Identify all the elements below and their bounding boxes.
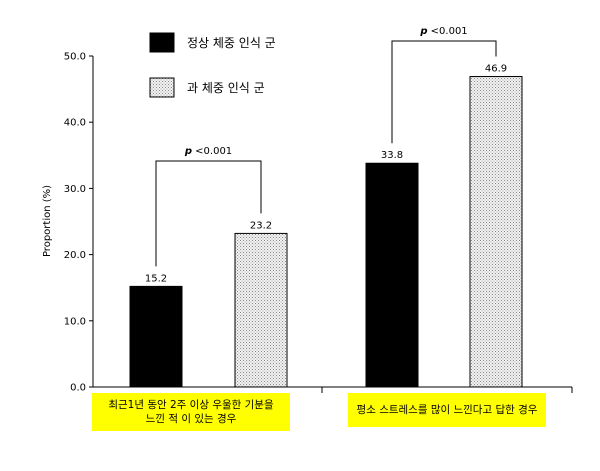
y-axis-label: Proportion (%)	[42, 185, 53, 257]
significance-brackets: p <0.001 p <0.001	[155, 26, 497, 267]
significance-label: p <0.001	[419, 26, 467, 37]
significance-label: p <0.001	[184, 146, 232, 157]
legend-entry: 과 체중 인식 군	[187, 81, 265, 95]
bar-value-label: 15.2	[145, 273, 167, 284]
legend-entry: 정상 체중 인식 군	[187, 36, 276, 50]
y-tick-label: 40.0	[64, 118, 86, 129]
x-category-label-line: 평소 스트레스를 많이 느낀다고 답한 경우	[356, 404, 538, 416]
legend-swatch	[149, 77, 175, 98]
legend-swatch	[149, 32, 175, 53]
bar	[469, 76, 523, 388]
legend: 정상 체중 인식 군과 체중 인식 군	[149, 32, 276, 98]
y-tick-label: 20.0	[64, 250, 86, 261]
y-tick-label: 30.0	[64, 184, 86, 195]
bar-value-label: 46.9	[485, 64, 507, 75]
bar	[365, 162, 419, 388]
bar	[234, 232, 288, 388]
bars	[129, 76, 523, 388]
y-tick-label: 50.0	[64, 52, 86, 63]
x-category-label-line: 느낀 적 이 있는 경우	[145, 413, 237, 425]
value-labels: 15.2 33.8 23.2 46.9	[145, 64, 507, 285]
significance-bracket	[155, 160, 262, 267]
y-tick-label: 0.0	[70, 383, 86, 394]
bar-value-label: 33.8	[381, 150, 403, 161]
bar	[129, 285, 183, 388]
y-tick-label: 10.0	[64, 316, 86, 327]
significance-bracket	[391, 40, 497, 144]
x-category-label-line: 최근1년 동안 2주 이상 우울한 기분을	[108, 399, 274, 411]
bar-value-label: 23.2	[250, 220, 272, 231]
x-category-label: 평소 스트레스를 많이 느낀다고 답한 경우	[348, 393, 546, 427]
